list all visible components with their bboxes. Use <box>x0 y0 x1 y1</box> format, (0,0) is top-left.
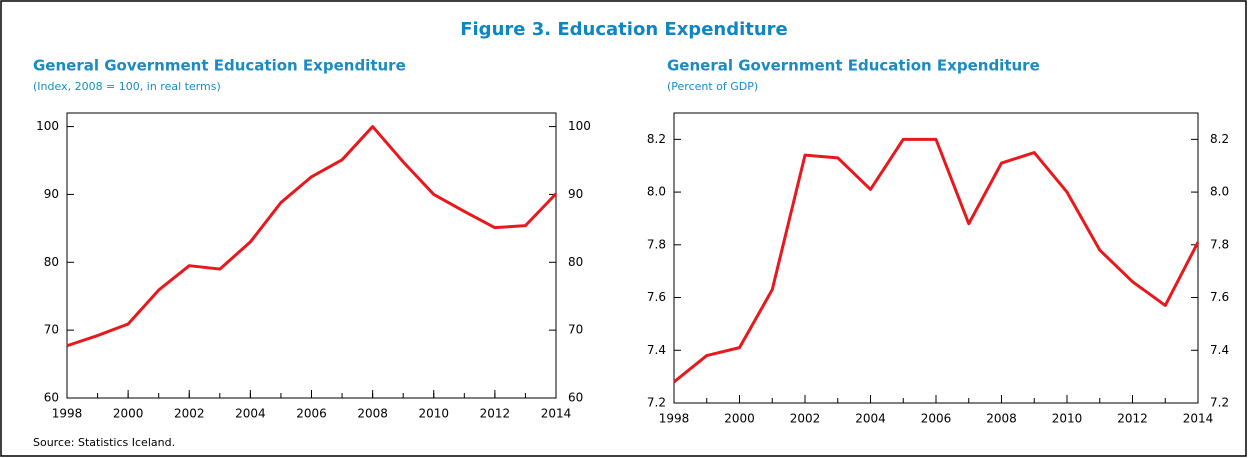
y-tick-label: 7.2 <box>647 396 666 410</box>
x-tick-label: 2012 <box>480 407 511 421</box>
y2-tick-label: 8.0 <box>1210 185 1229 199</box>
y2-tick-label: 7.2 <box>1210 396 1229 410</box>
x-tick-label: 2010 <box>1052 412 1083 426</box>
source-note: Source: Statistics Iceland. <box>33 436 175 449</box>
y-tick-label: 8.2 <box>647 132 666 146</box>
y2-tick-label: 7.8 <box>1210 237 1229 251</box>
x-tick-label: 2006 <box>296 407 327 421</box>
x-tick-label: 1998 <box>52 407 83 421</box>
y2-tick-label: 60 <box>568 391 583 405</box>
x-tick-label: 2014 <box>1183 412 1214 426</box>
x-tick-label: 2000 <box>113 407 144 421</box>
plot-frame <box>673 112 1199 404</box>
y-tick-label: 7.4 <box>647 343 666 357</box>
data-line <box>673 137 1200 384</box>
x-tick-label: 2008 <box>986 412 1017 426</box>
chart-subtitle: (Index, 2008 = 100, in real terms) <box>33 80 221 93</box>
chart-subtitle: (Percent of GDP) <box>667 80 758 93</box>
x-tick-label: 2010 <box>418 407 449 421</box>
y2-tick-label: 80 <box>568 255 583 269</box>
x-tick-label: 1998 <box>659 412 690 426</box>
x-tick-label: 2000 <box>724 412 755 426</box>
x-tick-label: 2006 <box>921 412 952 426</box>
x-tick-label: 2008 <box>357 407 388 421</box>
y-tick-label: 90 <box>44 187 59 201</box>
y-tick-label: 80 <box>44 255 59 269</box>
chart-title: General Government Education Expenditure <box>33 57 406 75</box>
x-tick-label: 2012 <box>1117 412 1148 426</box>
y2-tick-label: 90 <box>568 187 583 201</box>
x-tick-label: 2002 <box>790 412 821 426</box>
x-tick-label: 2004 <box>235 407 266 421</box>
y2-tick-label: 8.2 <box>1210 132 1229 146</box>
y-tick-label: 60 <box>44 391 59 405</box>
chart-title: General Government Education Expenditure <box>667 57 1040 75</box>
y2-tick-label: 70 <box>568 323 583 337</box>
y-tick-label: 100 <box>36 119 59 133</box>
y2-tick-label: 7.4 <box>1210 343 1229 357</box>
x-tick-label: 2004 <box>855 412 886 426</box>
y2-tick-label: 100 <box>568 119 591 133</box>
y-tick-label: 8.0 <box>647 185 666 199</box>
figure-title: Figure 3. Education Expenditure <box>460 19 788 40</box>
y-tick-label: 7.8 <box>647 237 666 251</box>
y2-tick-label: 7.6 <box>1210 290 1229 304</box>
x-tick-label: 2002 <box>174 407 205 421</box>
data-line <box>66 125 558 348</box>
y-tick-label: 70 <box>44 323 59 337</box>
plot-frame <box>66 112 557 399</box>
x-tick-label: 2014 <box>541 407 572 421</box>
y-tick-label: 7.6 <box>647 290 666 304</box>
